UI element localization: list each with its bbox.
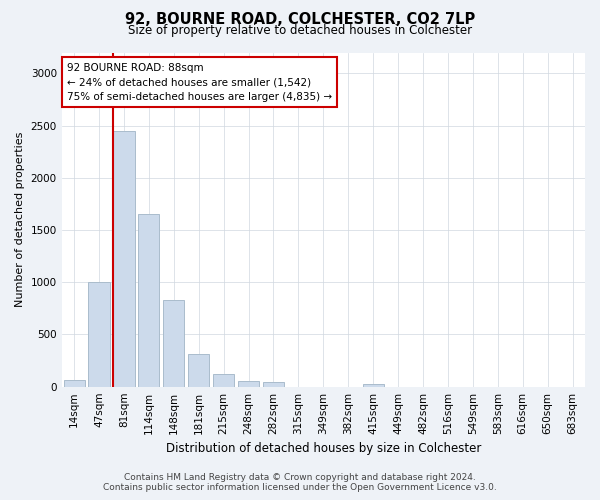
Bar <box>238 381 259 386</box>
Bar <box>163 300 184 386</box>
Y-axis label: Number of detached properties: Number of detached properties <box>15 132 25 308</box>
Bar <box>64 380 85 386</box>
Bar <box>362 384 384 386</box>
Text: Contains HM Land Registry data © Crown copyright and database right 2024.
Contai: Contains HM Land Registry data © Crown c… <box>103 473 497 492</box>
Bar <box>213 374 234 386</box>
Bar <box>188 354 209 386</box>
Bar <box>263 382 284 386</box>
X-axis label: Distribution of detached houses by size in Colchester: Distribution of detached houses by size … <box>166 442 481 455</box>
Bar <box>138 214 160 386</box>
Bar <box>88 282 110 387</box>
Text: 92 BOURNE ROAD: 88sqm
← 24% of detached houses are smaller (1,542)
75% of semi-d: 92 BOURNE ROAD: 88sqm ← 24% of detached … <box>67 62 332 102</box>
Text: Size of property relative to detached houses in Colchester: Size of property relative to detached ho… <box>128 24 472 37</box>
Bar <box>113 131 134 386</box>
Text: 92, BOURNE ROAD, COLCHESTER, CO2 7LP: 92, BOURNE ROAD, COLCHESTER, CO2 7LP <box>125 12 475 28</box>
